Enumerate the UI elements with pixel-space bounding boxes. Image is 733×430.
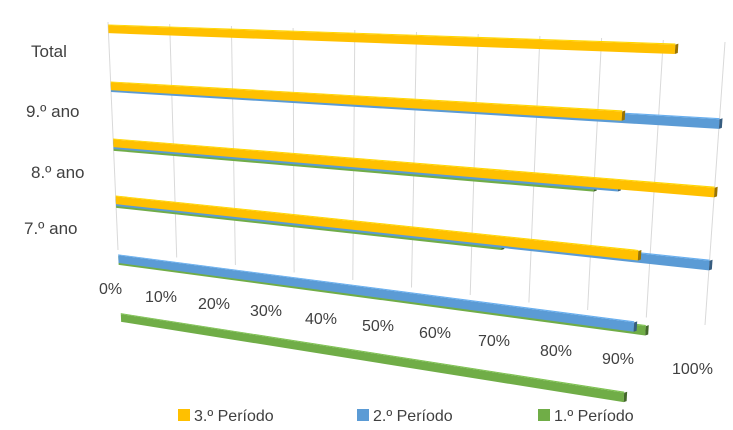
legend: 3.º Período 2.º Período 1.º Período <box>178 408 634 425</box>
category-label: 8.º ano <box>31 163 84 182</box>
bar <box>113 138 718 198</box>
x-tick-label: 50% <box>362 318 394 335</box>
category-label: Total <box>31 42 67 61</box>
x-tick-label: 30% <box>250 303 282 320</box>
bars <box>108 24 723 403</box>
gridline <box>107 21 119 251</box>
bar <box>120 313 628 403</box>
legend-label: 3.º Período <box>194 408 274 425</box>
x-tick-label: 10% <box>145 289 177 306</box>
legend-item: 3.º Período <box>178 408 274 425</box>
gridlines <box>107 21 726 326</box>
category-label: 7.º ano <box>24 219 77 238</box>
gridline <box>230 25 236 266</box>
x-tick-label: 90% <box>602 351 634 368</box>
x-tick-label: 100% <box>672 361 713 378</box>
x-axis-tick-labels: 0% 10% 20% 30% 40% 50% 60% 70% 80% 90% 100% <box>99 281 713 378</box>
gridline <box>645 39 664 318</box>
gridline <box>352 29 356 281</box>
x-tick-label: 20% <box>198 296 230 313</box>
gridline <box>704 41 726 326</box>
gridline <box>169 23 178 258</box>
category-labels: Total 9.º ano 8.º ano 7.º ano <box>24 42 84 238</box>
legend-label: 1.º Período <box>554 408 634 425</box>
x-tick-label: 80% <box>540 343 572 360</box>
legend-swatch <box>178 409 190 421</box>
gridline <box>587 37 603 311</box>
gridline <box>411 31 417 288</box>
x-tick-label: 40% <box>305 311 337 328</box>
gridline <box>292 27 295 273</box>
legend-item: 2.º Período <box>357 408 453 425</box>
x-tick-label: 70% <box>478 333 510 350</box>
category-label: 9.º ano <box>26 102 79 121</box>
bar <box>108 24 679 55</box>
legend-label: 2.º Período <box>373 408 453 425</box>
x-tick-label: 60% <box>419 325 451 342</box>
legend-swatch <box>538 409 550 421</box>
gridline <box>469 33 479 296</box>
x-tick-label: 0% <box>99 281 122 298</box>
gridline <box>528 35 541 303</box>
bar <box>118 254 638 332</box>
legend-item: 1.º Período <box>538 408 634 425</box>
legend-swatch <box>357 409 369 421</box>
bar <box>115 195 642 261</box>
bar <box>110 81 626 121</box>
